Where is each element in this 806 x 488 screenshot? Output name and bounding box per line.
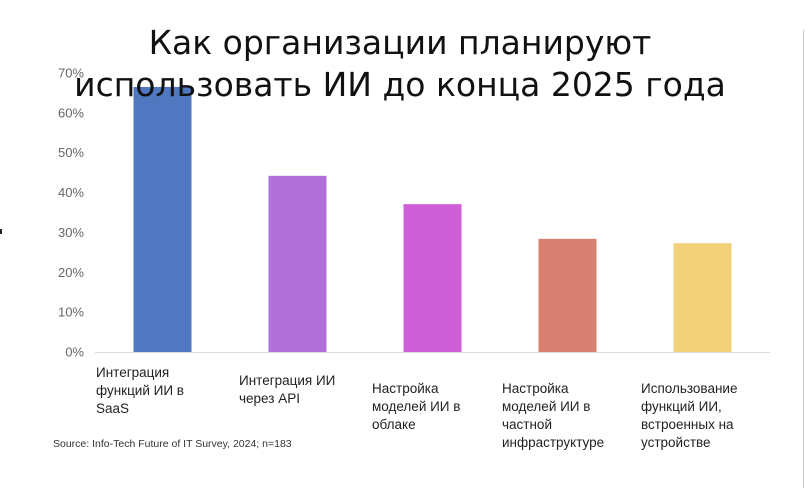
y-tick-label: 70%: [58, 66, 84, 81]
bar-5: [673, 243, 732, 352]
y-tick-label: 20%: [58, 265, 84, 280]
x-category-label: Использование функций ИИ, встроенных на …: [641, 381, 738, 450]
bar-2: [268, 175, 327, 352]
y-tick-label: 50%: [58, 145, 84, 160]
y-tick-label: 10%: [58, 305, 84, 320]
bar-4: [538, 238, 597, 352]
source-note: Source: Info-Tech Future of IT Survey, 2…: [53, 438, 292, 450]
y-tick-label: 30%: [58, 225, 84, 240]
x-category-label: Настройка моделей ИИ в облаке: [372, 381, 461, 432]
x-category-label: Интеграция функций ИИ в SaaS: [96, 365, 184, 416]
y-tick-label: 0%: [65, 345, 84, 360]
x-category-label: Интеграция ИИ через API: [239, 373, 336, 406]
bar-3: [403, 204, 462, 352]
y-tick-label: 40%: [58, 185, 84, 200]
edge-mark: [0, 229, 2, 234]
y-tick-label: 60%: [58, 105, 84, 120]
x-category-label: Настройка моделей ИИ в частной инфрастру…: [502, 381, 605, 450]
bar-1: [133, 86, 192, 352]
slide-border: [803, 30, 804, 488]
chart-title: Как организации планируют использовать И…: [74, 23, 726, 104]
